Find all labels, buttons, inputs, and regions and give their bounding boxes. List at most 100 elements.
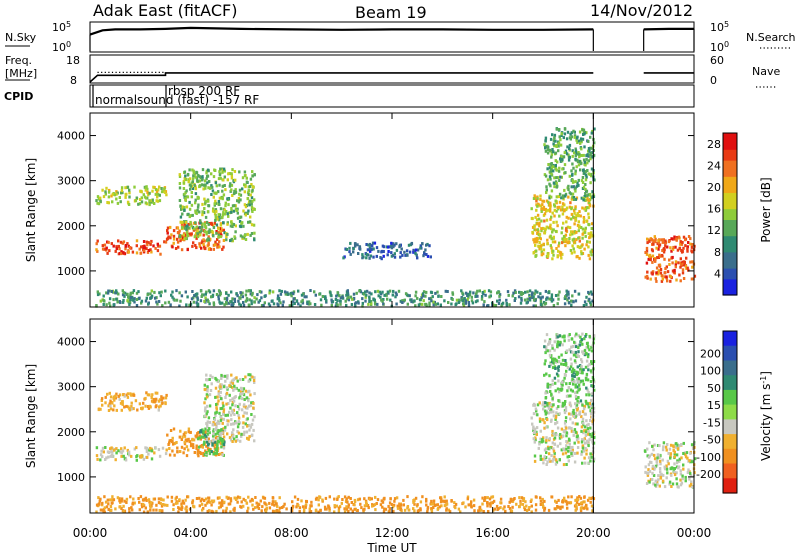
power-cell [677, 261, 680, 265]
velocity-cell [577, 346, 580, 350]
power-cell [550, 296, 553, 299]
power-cell [397, 289, 401, 293]
power-cell [364, 290, 367, 294]
velocity-cell [567, 338, 571, 342]
velocity-cell [445, 507, 448, 511]
velocity-cell [542, 418, 545, 422]
power-cell [650, 271, 653, 275]
velocity-cell [577, 396, 580, 399]
velocity-cell [570, 337, 574, 341]
velocity-cell [200, 502, 204, 506]
velocity-cell [569, 365, 573, 369]
power-cell [372, 247, 375, 251]
nsky-panel [89, 21, 695, 53]
velocity-cell [538, 401, 541, 405]
power-cell [576, 160, 580, 164]
power-cell [181, 212, 184, 216]
power-cell [476, 299, 479, 303]
power-cell [546, 151, 550, 155]
power-cell [191, 187, 195, 190]
velocity-cell [212, 420, 215, 424]
velocity-cell [173, 441, 177, 445]
velocity-cell [347, 509, 350, 513]
power-cell [565, 152, 569, 156]
velocity-cell [556, 340, 559, 344]
velocity-cell [551, 397, 554, 401]
power-cell [587, 140, 590, 143]
velocity-cell [581, 446, 585, 450]
power-cell [534, 254, 537, 258]
velocity-cell [690, 482, 693, 486]
power-cell [107, 201, 110, 205]
power-cell [566, 186, 569, 190]
power-cell [217, 231, 220, 235]
power-cell [172, 237, 176, 241]
power-cell [575, 136, 578, 140]
power-cell [587, 147, 591, 150]
time-tick-label: 04:00 [173, 526, 208, 540]
velocity-cell [298, 506, 302, 510]
power-cell [393, 255, 397, 259]
power-cell [552, 165, 555, 169]
power-cell [220, 196, 223, 200]
power-cell [348, 246, 351, 250]
velocity-cell [211, 423, 214, 427]
power-cell [561, 205, 564, 209]
velocity-cell [117, 449, 120, 453]
power-cell [393, 252, 396, 256]
power-cell [564, 192, 568, 196]
power-cell [228, 184, 232, 188]
power-cell [548, 166, 552, 170]
velocity-cell [213, 440, 217, 444]
power-colorbar-segment [723, 235, 737, 242]
velocity-cell [561, 452, 565, 456]
velocity-cell [265, 506, 268, 510]
power-cell [247, 189, 250, 193]
power-cell [282, 300, 285, 304]
power-cell [212, 234, 215, 237]
freq-line-0 [89, 72, 594, 83]
velocity-cell [426, 510, 429, 514]
power-cell [105, 246, 108, 250]
velocity-cell [440, 497, 443, 501]
velocity-cell [653, 457, 657, 461]
power-cell [358, 245, 361, 249]
power-cell [537, 229, 540, 233]
power-cell [690, 249, 693, 253]
velocity-cell [304, 505, 307, 509]
velocity-cell [518, 505, 521, 509]
velocity-cell [547, 452, 551, 456]
velocity-cell [97, 408, 101, 412]
velocity-cell [590, 415, 594, 419]
power-cell [564, 194, 567, 198]
velocity-cell [358, 497, 361, 501]
velocity-cell [508, 507, 512, 510]
velocity-cell [573, 428, 577, 432]
power-cell [487, 289, 491, 293]
velocity-cell [682, 467, 685, 471]
velocity-cell [206, 420, 209, 424]
power-cell [250, 293, 254, 297]
velocity-cell [182, 501, 186, 505]
power-cell [559, 251, 563, 255]
velocity-cell [112, 396, 115, 400]
velocity-cell [388, 509, 391, 513]
power-cell [681, 262, 684, 266]
velocity-cell [216, 380, 219, 383]
velocity-cell [582, 421, 585, 425]
velocity-cell [588, 348, 591, 352]
power-cell [542, 199, 546, 203]
power-cell [145, 296, 148, 300]
velocity-cell [556, 335, 559, 339]
velocity-cell [419, 500, 423, 504]
velocity-cell [206, 429, 210, 433]
power-cell [536, 197, 539, 201]
velocity-cell [565, 394, 569, 398]
power-cell [551, 133, 554, 137]
velocity-cell [243, 411, 246, 415]
velocity-cell [305, 499, 308, 503]
velocity-cell [586, 341, 589, 345]
power-ytick-label: 3000 [57, 175, 85, 188]
velocity-cell [353, 507, 356, 511]
velocity-cell [543, 409, 547, 413]
